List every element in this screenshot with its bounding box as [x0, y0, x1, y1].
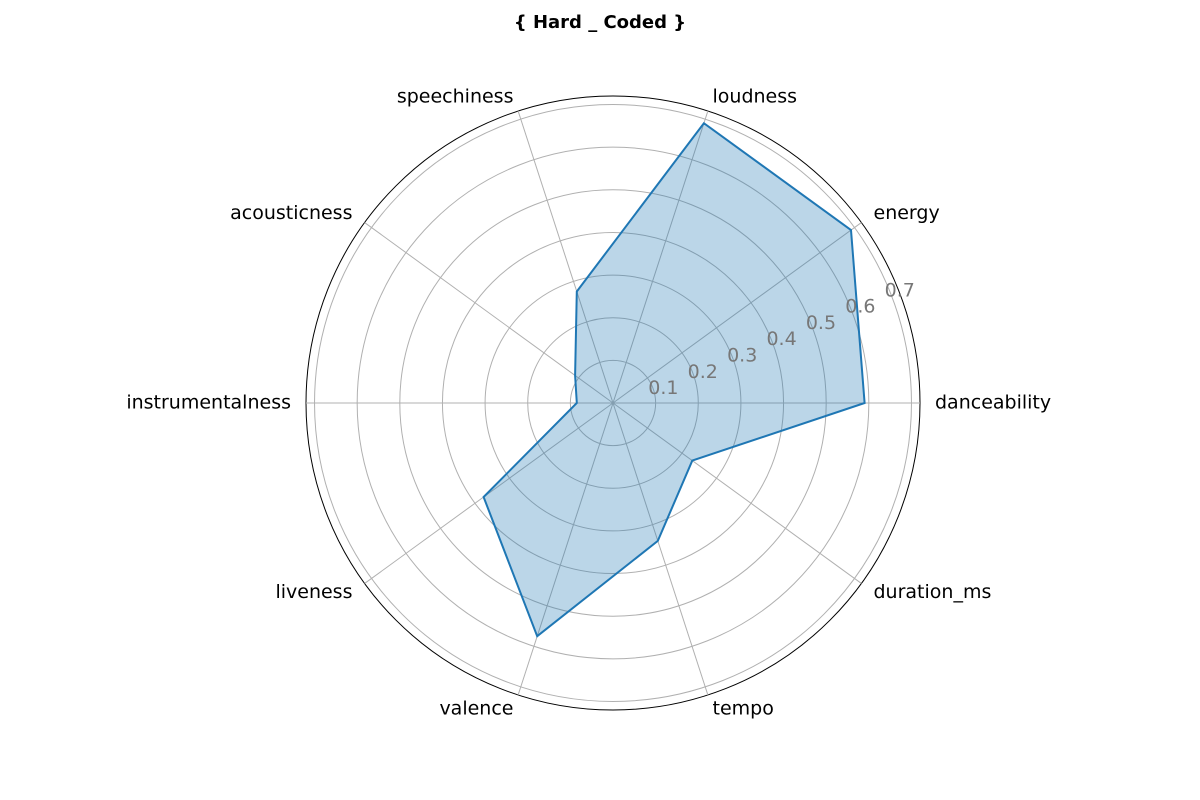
- axis-label-instrumentalness: instrumentalness: [126, 392, 291, 414]
- spoke-energy: [612, 222, 862, 404]
- axis-label-loudness: loudness: [713, 85, 798, 107]
- spokes: [306, 110, 920, 696]
- spoke-duration_ms: [612, 402, 862, 584]
- axis-label-tempo: tempo: [713, 698, 774, 720]
- series-area: [483, 123, 865, 637]
- axis-label-danceability: danceability: [935, 392, 1051, 414]
- axis-label-valence: valence: [439, 698, 513, 720]
- axis-label-duration_ms: duration_ms: [874, 581, 992, 603]
- tick-label: 0.7: [885, 279, 915, 301]
- spoke-loudness: [612, 110, 709, 404]
- chart-title: { Hard _ Coded }: [513, 12, 687, 33]
- tick-label: 0.5: [806, 312, 836, 334]
- spoke-speechiness: [517, 110, 614, 404]
- data-layer: [482, 121, 866, 638]
- axis-label-liveness: liveness: [275, 581, 352, 603]
- tick-label: 0.6: [845, 296, 875, 318]
- spoke-acousticness: [364, 222, 614, 404]
- axis-label-speechiness: speechiness: [397, 85, 514, 107]
- axis-labels: danceability energy loudness speechiness aco…: [126, 85, 1051, 719]
- axis-label-energy: energy: [874, 202, 940, 224]
- spoke-tempo: [612, 402, 709, 696]
- tick-label: 0.2: [688, 361, 718, 383]
- tick-label: 0.3: [727, 345, 757, 367]
- tick-label: 0.1: [648, 377, 678, 399]
- axis-label-acousticness: acousticness: [230, 202, 352, 224]
- spoke-valence: [517, 402, 614, 696]
- tick-labels: 0.1 0.2 0.3 0.4 0.5 0.6 0.7: [648, 279, 915, 399]
- spoke-liveness: [364, 402, 614, 584]
- tick-label: 0.4: [766, 328, 796, 350]
